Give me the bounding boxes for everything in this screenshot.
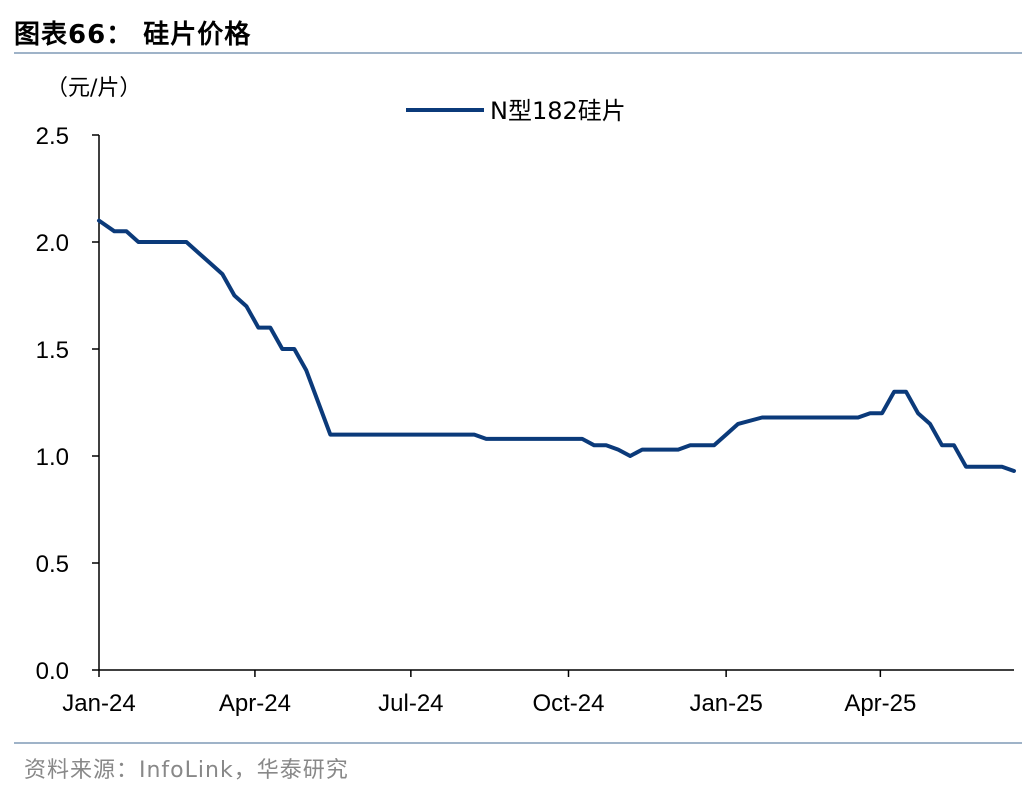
legend: N型182硅片 (406, 97, 626, 125)
chart-title: 图表66： 硅片价格 (14, 20, 252, 50)
axes: 0.0 0.5 1.0 1.5 2.0 2.5 Jan-24 Apr-24 Jul-24 Oct-… (36, 123, 1014, 717)
x-tick-label: Apr-24 (219, 690, 291, 717)
title-divider (14, 52, 1022, 54)
source-note: 资料来源：InfoLink，华泰研究 (24, 758, 349, 783)
x-tick-label: Jan-25 (689, 690, 762, 717)
footer-divider (14, 742, 1022, 744)
x-tick-label: Jan-24 (62, 690, 135, 717)
x-tick-label: Oct-24 (532, 690, 604, 717)
legend-label-n182: N型182硅片 (490, 97, 626, 125)
y-tick-label: 2.5 (36, 123, 69, 150)
y-tick-label: 0.5 (36, 551, 69, 578)
y-tick-label: 0.0 (36, 658, 69, 685)
y-tick-label: 1.0 (36, 444, 69, 471)
series-line-0 (97, 218, 1016, 473)
y-tick-label: 1.5 (36, 337, 69, 364)
y-tick-label: 2.0 (36, 230, 69, 257)
plot-area (97, 218, 1016, 473)
x-tick-label: Apr-25 (844, 690, 916, 717)
x-tick-label: Jul-24 (378, 690, 443, 717)
y-axis-unit-label: （元/片） (46, 76, 141, 101)
